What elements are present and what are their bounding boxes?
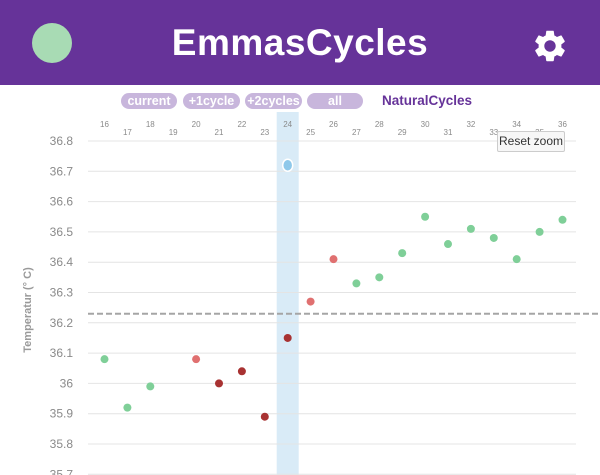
y-tick-label: 36 — [60, 376, 74, 390]
y-tick-label: 36.4 — [50, 255, 74, 269]
temperature-point[interactable] — [535, 227, 544, 236]
x-tick-label: 34 — [512, 120, 521, 129]
all-button[interactable]: all — [307, 93, 363, 109]
temperature-point[interactable] — [398, 249, 407, 258]
temperature-chart[interactable]: 36.8 36.7 36.6 36.5 36.4 36.3 36.2 36.1 36 35.9 35… — [0, 112, 600, 475]
excluded-data-point[interactable] — [281, 158, 294, 172]
app-header: EmmasCycles — [0, 0, 600, 85]
temperature-point[interactable] — [260, 412, 269, 421]
temperature-point[interactable] — [466, 224, 475, 233]
y-tick-label: 36.6 — [50, 195, 74, 209]
temperature-point[interactable] — [100, 355, 109, 364]
x-tick-label: 21 — [215, 128, 224, 137]
x-tick-label: 28 — [375, 120, 384, 129]
temperature-point[interactable] — [123, 403, 132, 412]
app-title: EmmasCycles — [171, 22, 429, 63]
gear-icon[interactable] — [531, 27, 569, 65]
x-tick-label: 29 — [398, 128, 407, 137]
cycle-toolbar: current +1cycle +2cycles all NaturalCycl… — [0, 92, 600, 112]
chart-grid — [88, 140, 600, 475]
x-tick-label: 36 — [558, 120, 567, 129]
y-tick-label: 36.3 — [50, 286, 74, 300]
x-tick-label: 32 — [466, 120, 475, 129]
naturalcycles-label: NaturalCycles — [382, 93, 473, 108]
temperature-point[interactable] — [146, 382, 155, 391]
x-tick-label: 25 — [306, 128, 315, 137]
data-points — [100, 158, 567, 421]
y-tick-label: 36.2 — [50, 316, 74, 330]
plus-1-cycle-button[interactable]: +1cycle — [183, 93, 240, 109]
current-button[interactable]: current — [121, 93, 177, 109]
temperature-point[interactable] — [237, 367, 246, 376]
x-tick-label: 22 — [237, 120, 246, 129]
avatar[interactable] — [32, 23, 72, 63]
x-tick-label: 30 — [421, 120, 430, 129]
x-tick-label: 27 — [352, 128, 361, 137]
temperature-point[interactable] — [489, 233, 498, 242]
temperature-point[interactable] — [283, 333, 292, 342]
y-tick-label: 36.1 — [50, 346, 74, 360]
x-tick-label: 17 — [123, 128, 132, 137]
y-tick-label: 36.8 — [50, 134, 74, 148]
x-tick-label: 33 — [489, 128, 498, 137]
temperature-point[interactable] — [421, 212, 430, 221]
plus-2-cycles-button[interactable]: +2cycles — [245, 93, 302, 109]
temperature-point[interactable] — [192, 355, 201, 364]
x-tick-label: 18 — [146, 120, 155, 129]
temperature-point[interactable] — [375, 273, 384, 282]
temperature-point[interactable] — [215, 379, 223, 388]
temperature-point[interactable] — [352, 279, 361, 288]
x-tick-label: 20 — [192, 120, 201, 129]
y-tick-label: 35.7 — [50, 467, 74, 475]
temperature-point[interactable] — [512, 255, 521, 264]
y-tick-label: 35.9 — [50, 407, 74, 421]
x-tick-label: 26 — [329, 120, 338, 129]
x-tick-label: 23 — [260, 128, 269, 137]
y-tick-label: 36.7 — [50, 164, 74, 178]
temperature-point[interactable] — [558, 215, 567, 224]
y-axis-title: Temperatur (° C) — [22, 267, 34, 353]
y-axis-labels: 36.8 36.7 36.6 36.5 36.4 36.3 36.2 36.1 36 35.9 35… — [50, 134, 74, 475]
highlighted-day-band — [276, 112, 299, 475]
x-tick-label: 24 — [283, 120, 292, 129]
y-tick-label: 35.8 — [50, 437, 74, 451]
x-tick-label: 31 — [444, 128, 453, 137]
temperature-point[interactable] — [306, 297, 315, 306]
y-tick-label: 36.5 — [50, 225, 74, 239]
x-tick-label: 16 — [100, 120, 109, 129]
temperature-point[interactable] — [444, 240, 452, 249]
temperature-point[interactable] — [329, 255, 338, 264]
x-tick-label: 19 — [169, 128, 178, 137]
reset-zoom-button[interactable]: Reset zoom — [497, 131, 565, 152]
